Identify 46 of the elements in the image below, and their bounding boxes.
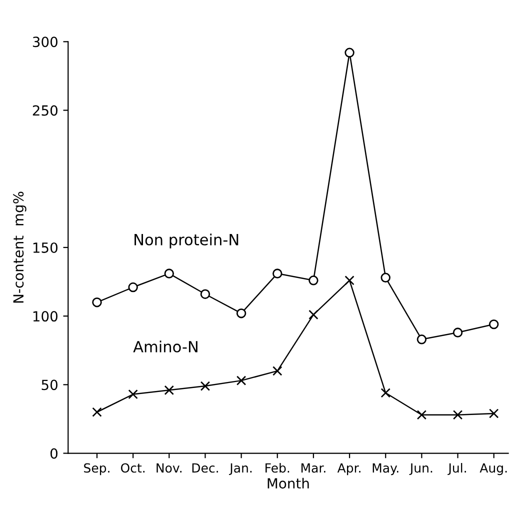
point — [236, 308, 246, 318]
y-tick-label: 0 — [50, 448, 58, 459]
x-tick-label: Nov. — [156, 463, 182, 473]
point — [200, 289, 210, 299]
point — [272, 366, 282, 376]
point — [164, 268, 174, 278]
x-tick-label: Jan. — [229, 463, 252, 475]
point — [344, 48, 354, 58]
y-tick-label: 250 — [32, 105, 58, 116]
point — [92, 297, 102, 308]
point — [416, 410, 427, 420]
point — [236, 376, 246, 386]
x-tick-label: Apr. — [337, 463, 360, 476]
point — [128, 389, 138, 400]
point — [452, 328, 463, 338]
x-tick-label: Jun. — [409, 463, 432, 475]
point — [272, 268, 282, 278]
point — [308, 310, 318, 320]
point — [380, 272, 390, 283]
x-tick-label: Feb. — [266, 462, 290, 473]
point — [380, 388, 390, 398]
y-axis-title: N-content mg% — [13, 192, 26, 303]
point — [452, 410, 463, 420]
x-tick-label: Mar. — [301, 463, 326, 473]
y-tick-label: 150 — [33, 242, 58, 253]
x-tick-label: Jul. — [448, 462, 466, 475]
x-axis-title: Month — [268, 478, 309, 489]
point — [92, 407, 102, 417]
x-tick-label: Oct. — [120, 463, 145, 473]
x-tick-label: Dec. — [192, 463, 218, 473]
x-tick-label: Aug. — [480, 463, 507, 476]
point — [128, 282, 138, 292]
point — [344, 276, 354, 286]
series-label: Amino-N — [133, 340, 198, 352]
point — [488, 319, 499, 330]
y-tick-label: 300 — [32, 36, 58, 48]
point — [200, 381, 210, 391]
text: Non protein-N — [134, 234, 238, 248]
x-tick-label: May. — [372, 463, 398, 476]
y-tick-label: 100 — [33, 311, 58, 322]
y-tick-label: 50 — [42, 380, 58, 390]
point — [164, 385, 174, 396]
point — [488, 408, 499, 418]
point — [416, 334, 427, 344]
x-tick-label: Sep. — [84, 463, 110, 476]
point — [308, 276, 318, 286]
